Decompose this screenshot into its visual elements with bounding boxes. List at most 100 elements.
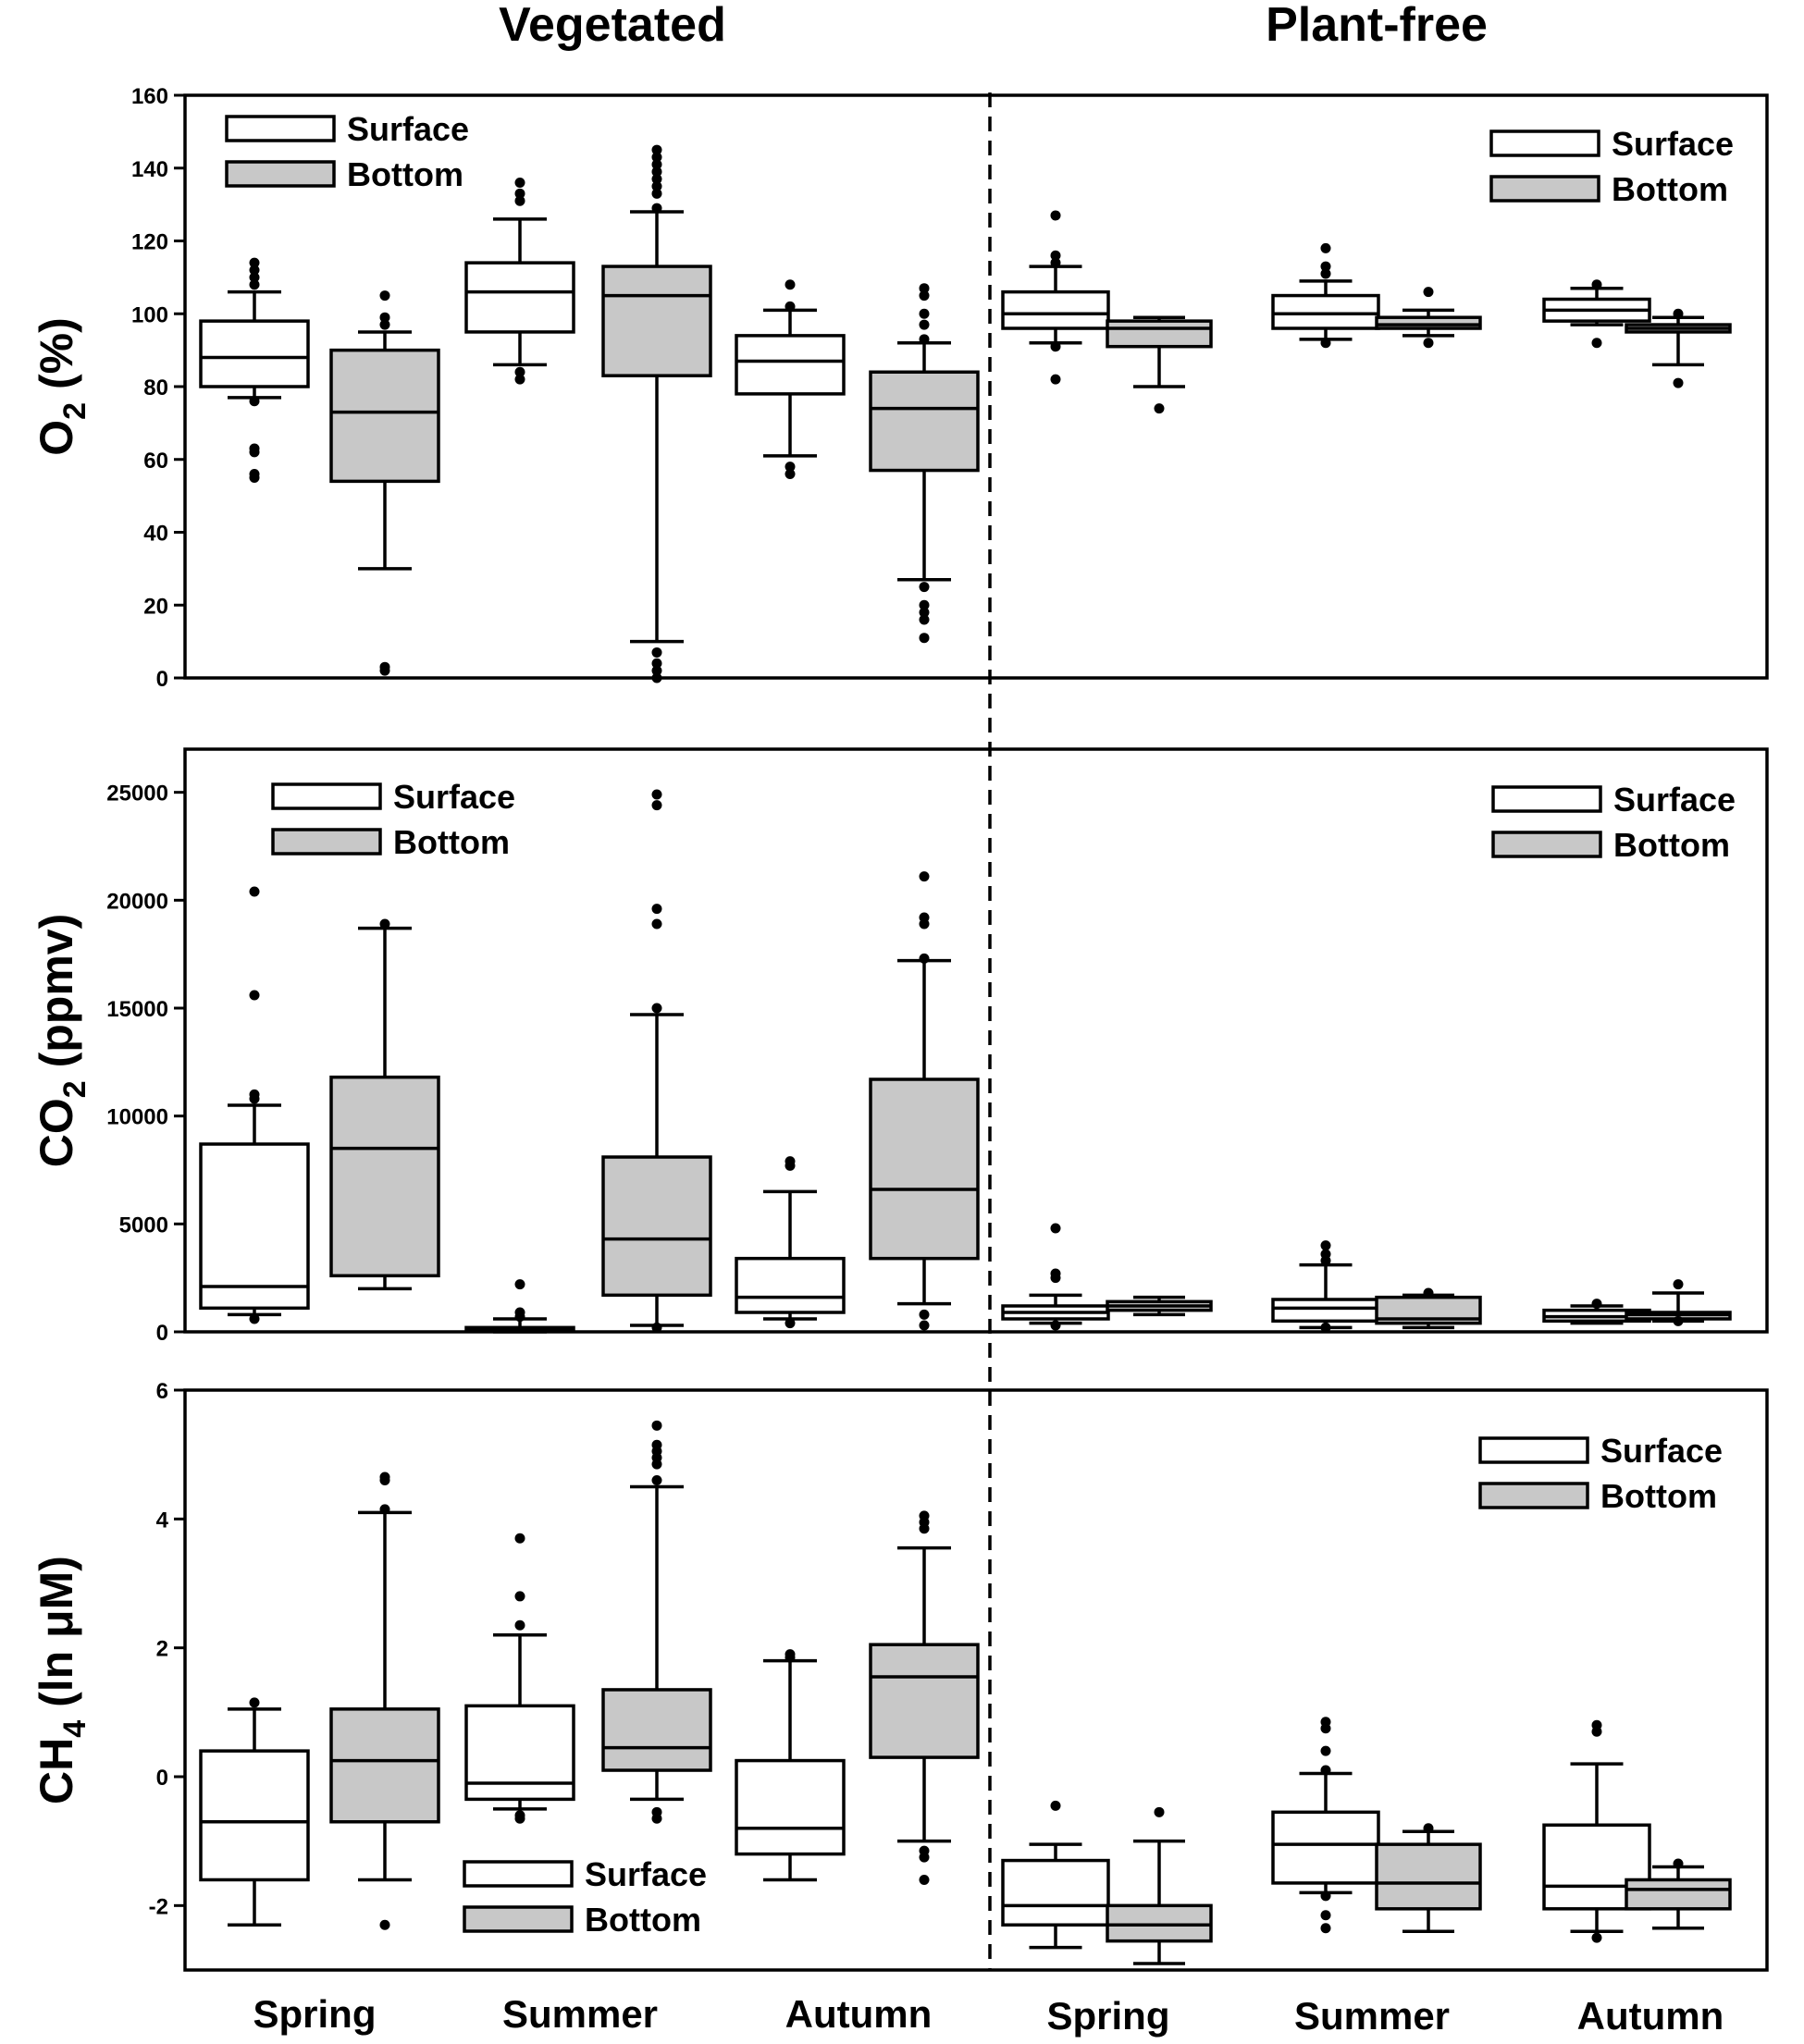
outlier-point xyxy=(1050,341,1061,352)
legend-label-surface: Surface xyxy=(1612,125,1734,163)
ch4-y-axis-label: CH4 (ln μM) xyxy=(31,1556,93,1804)
outlier-point xyxy=(919,319,930,330)
o2-box-vegetated-autumn-surface xyxy=(735,279,846,479)
outlier-point xyxy=(651,152,662,163)
outlier-point xyxy=(379,312,390,323)
column-title-vegetated: Vegetated xyxy=(499,0,726,52)
outlier-point xyxy=(919,1852,930,1863)
outlier-point xyxy=(651,800,662,811)
o2-y-axis-label: O2 (%) xyxy=(31,317,93,455)
outlier-point xyxy=(249,990,260,1001)
ch4-box-plantfree-summer-bottom xyxy=(1375,1823,1482,1933)
legend-swatch-bottom xyxy=(1491,831,1602,858)
legend-swatch-surface xyxy=(463,1860,574,1888)
legend-swatch-bottom xyxy=(225,160,336,188)
o2-box-plantfree-autumn-bottom xyxy=(1625,308,1732,388)
outlier-point xyxy=(651,665,662,676)
o2-y-tick-label: 120 xyxy=(131,230,168,255)
iqr-box xyxy=(329,1075,440,1278)
o2-box-vegetated-autumn-bottom xyxy=(869,283,980,644)
ch4-y-tick-label: 0 xyxy=(156,1766,168,1791)
ch4-plot-frame xyxy=(183,1388,1769,1972)
outlier-point xyxy=(919,918,930,930)
ch4-box-vegetated-spring-bottom xyxy=(329,1471,440,1930)
season-label-plant-free-spring: Spring xyxy=(1047,1994,1170,2038)
outlier-point xyxy=(1320,1723,1331,1734)
outlier-point xyxy=(1050,250,1061,261)
outlier-point xyxy=(919,871,930,882)
outlier-point xyxy=(249,396,260,407)
legend-swatch-surface xyxy=(1478,1436,1589,1464)
outlier-point xyxy=(919,1523,930,1534)
co2-y-tick-label: 5000 xyxy=(119,1213,168,1237)
outlier-point xyxy=(514,1279,525,1290)
legend-swatch-surface xyxy=(1489,129,1600,157)
co2-box-vegetated-autumn-bottom xyxy=(869,871,980,1331)
o2-box-plantfree-spring-surface xyxy=(1001,210,1110,385)
co2-box-vegetated-summer-bottom xyxy=(601,789,712,1333)
ch4-y-tick-label: 4 xyxy=(156,1508,169,1533)
o2-box-plantfree-autumn-surface xyxy=(1542,279,1651,349)
co2-box-vegetated-spring-surface xyxy=(199,886,310,1324)
outlier-point xyxy=(249,272,260,283)
outlier-point xyxy=(1320,1255,1331,1266)
legend-swatch-surface xyxy=(1491,785,1602,813)
outlier-point xyxy=(1591,1299,1602,1310)
legend-label-bottom: Bottom xyxy=(1600,1477,1717,1515)
outlier-point xyxy=(919,334,930,345)
o2-legend-right: Surface Bottom xyxy=(1489,125,1734,208)
legend-label-bottom: Bottom xyxy=(1613,826,1730,864)
o2-box-plantfree-summer-surface xyxy=(1271,242,1380,349)
outlier-point xyxy=(1154,403,1165,414)
outlier-point xyxy=(1320,261,1331,272)
legend-label-surface: Surface xyxy=(393,778,515,816)
co2-box-plantfree-summer-surface xyxy=(1271,1240,1380,1333)
ch4-legend-right: Surface Bottom xyxy=(1478,1432,1723,1515)
outlier-point xyxy=(1673,377,1684,388)
ch4-panel: -2 0 2 4 6 CH4 (ln μM) Surface Bottom Surface Bot… xyxy=(31,1379,1769,1972)
o2-y-tick-label: 100 xyxy=(131,302,168,327)
outlier-point xyxy=(651,1813,662,1824)
outlier-point xyxy=(651,1459,662,1470)
legend-swatch-bottom xyxy=(1478,1482,1589,1509)
iqr-box xyxy=(1001,289,1110,330)
outlier-point xyxy=(379,290,390,302)
ch4-legend-left: Surface Bottom xyxy=(463,1855,707,1939)
season-label-vegetated-summer: Summer xyxy=(502,1992,658,2036)
outlier-point xyxy=(651,1003,662,1014)
iqr-box xyxy=(1375,315,1482,330)
outlier-point xyxy=(1591,1932,1602,1943)
outlier-point xyxy=(785,462,796,473)
o2-y-tick-label: 0 xyxy=(156,667,168,692)
outlier-point xyxy=(514,195,525,206)
legend-label-bottom: Bottom xyxy=(1612,170,1728,208)
iqr-box xyxy=(199,1749,310,1882)
iqr-box xyxy=(199,319,310,388)
co2-legend-right: Surface Bottom xyxy=(1491,781,1736,864)
outlier-point xyxy=(651,159,662,170)
legend-label-bottom: Bottom xyxy=(585,1901,701,1939)
co2-box-vegetated-spring-bottom xyxy=(329,918,440,1291)
outlier-point xyxy=(514,188,525,199)
legend-label-surface: Surface xyxy=(347,110,469,148)
outlier-point xyxy=(379,1504,390,1515)
outlier-point xyxy=(514,366,525,377)
outlier-point xyxy=(514,1619,525,1631)
outlier-point xyxy=(651,1420,662,1431)
outlier-point xyxy=(651,1475,662,1486)
o2-box-vegetated-spring-bottom xyxy=(329,290,440,676)
ch4-box-vegetated-summer-bottom xyxy=(601,1420,712,1824)
outlier-point xyxy=(1673,1279,1684,1290)
outlier-point xyxy=(651,203,662,214)
outlier-point xyxy=(1423,1823,1434,1834)
outlier-point xyxy=(514,1591,525,1602)
iqr-box xyxy=(1001,1858,1110,1927)
outlier-point xyxy=(249,886,260,897)
outlier-point xyxy=(919,1320,930,1331)
iqr-box xyxy=(869,1643,980,1759)
o2-panel: 0 20 40 60 80 100 120 140 160 O2 (%) Surface Bottom… xyxy=(31,84,1769,692)
outlier-point xyxy=(379,319,390,330)
o2-y-tick-label: 140 xyxy=(131,157,168,182)
iqr-box xyxy=(199,1142,310,1311)
outlier-point xyxy=(919,1309,930,1320)
